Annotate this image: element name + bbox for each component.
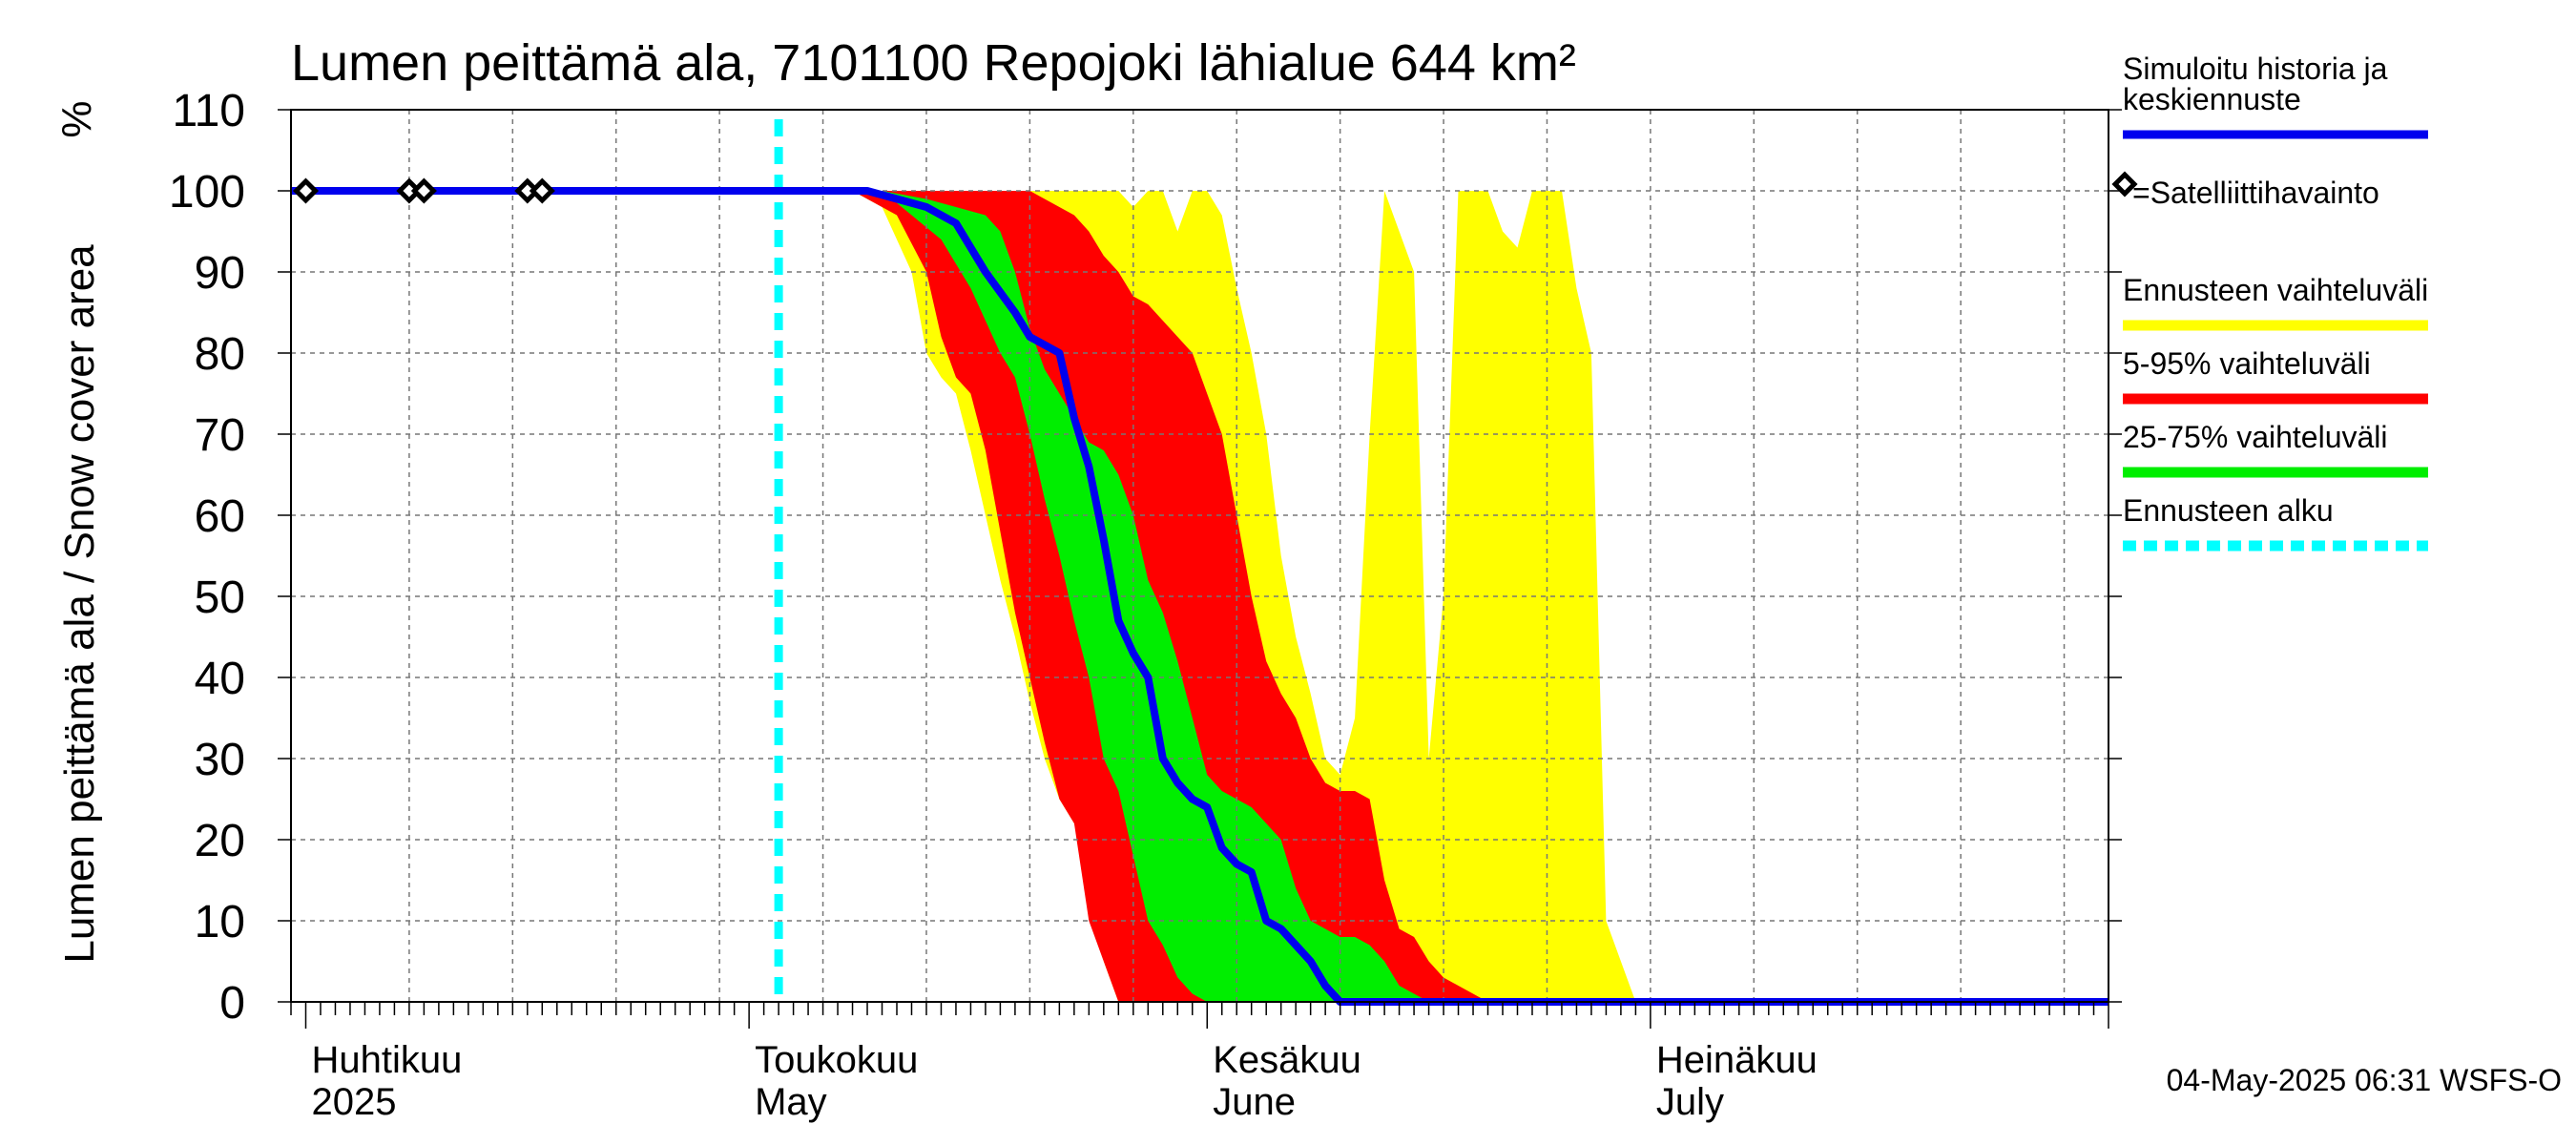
legend-label: Simuloitu historia ja [2123, 52, 2388, 86]
satellite-observation-marker [529, 177, 555, 204]
x-month-label-fi: Huhtikuu [311, 1039, 462, 1081]
series-lines [291, 119, 2109, 1006]
y-tick-label: 110 [172, 86, 245, 136]
chart-title: Lumen peittämä ala, 7101100 Repojoki läh… [291, 34, 1576, 92]
x-month-label-en: June [1213, 1081, 1296, 1123]
legend-label: Ennusteen vaihteluväli [2123, 273, 2428, 307]
x-month-label-fi: Toukokuu [755, 1039, 918, 1081]
x-month-label-en: July [1656, 1081, 1724, 1123]
y-tick-label: 70 [195, 410, 245, 461]
legend-label: 5-95% vaihteluväli [2123, 346, 2371, 381]
x-month-label-fi: Kesäkuu [1213, 1039, 1361, 1081]
y-tick-label: 0 [219, 978, 245, 1029]
y-axis-unit: % [53, 100, 100, 137]
legend-label: keskiennuste [2123, 82, 2301, 116]
satellite-markers [292, 177, 555, 204]
axes [278, 109, 2122, 1029]
legend-label: 25-75% vaihteluväli [2123, 420, 2388, 454]
x-month-label-en: 2025 [311, 1081, 396, 1123]
mean-forecast-line [291, 187, 2109, 1006]
band-3 [882, 191, 1429, 1002]
y-axis-label: Lumen peittämä ala / Snow cover area [56, 244, 103, 964]
satellite-observation-marker [292, 177, 320, 204]
plot-frame [290, 109, 2109, 1003]
satellite-observation-marker [410, 177, 437, 204]
y-tick-label: 10 [195, 897, 245, 947]
x-month-label-en: May [755, 1081, 827, 1123]
x-month-label-fi: Heinäkuu [1656, 1039, 1818, 1081]
legend-marker-satellite [2111, 171, 2138, 198]
timestamp: 04-May-2025 06:31 WSFS-O [2167, 1063, 2562, 1097]
y-tick-label: 50 [195, 572, 245, 623]
y-tick-label: 30 [195, 735, 245, 785]
y-tick-label: 20 [195, 816, 245, 866]
y-tick-label: 90 [195, 248, 245, 299]
y-tick-labels: 0 10 20 30 40 50 60 70 80 90 100 110 [169, 86, 245, 1029]
y-tick-label: 40 [195, 654, 245, 704]
legend-label: Ennusteen alku [2123, 493, 2334, 528]
y-tick-label: 100 [169, 167, 245, 218]
y-tick-label: 80 [195, 329, 245, 380]
legend-label: =Satelliittihavainto [2132, 176, 2379, 210]
y-tick-label: 60 [195, 491, 245, 542]
